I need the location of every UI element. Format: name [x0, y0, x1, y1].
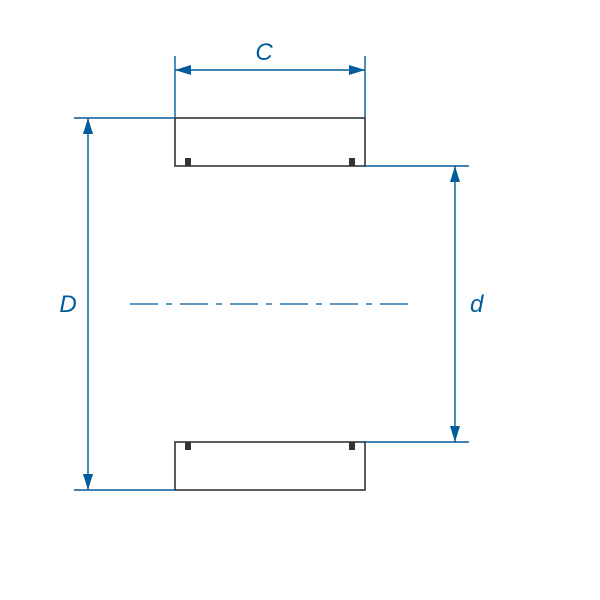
seal-bottom-right: [349, 442, 355, 450]
canvas-bg: [0, 0, 600, 600]
outer-ring-bottom: [175, 442, 365, 490]
seal-top-right: [349, 158, 355, 166]
seal-top-left: [185, 158, 191, 166]
dim-d-label: d: [470, 291, 484, 318]
seal-bottom-left: [185, 442, 191, 450]
dim-D-label: D: [59, 291, 76, 318]
outer-ring-top: [175, 118, 365, 166]
bearing-cross-section-diagram: C Dd: [0, 0, 600, 600]
dim-c-label: C: [255, 39, 273, 66]
